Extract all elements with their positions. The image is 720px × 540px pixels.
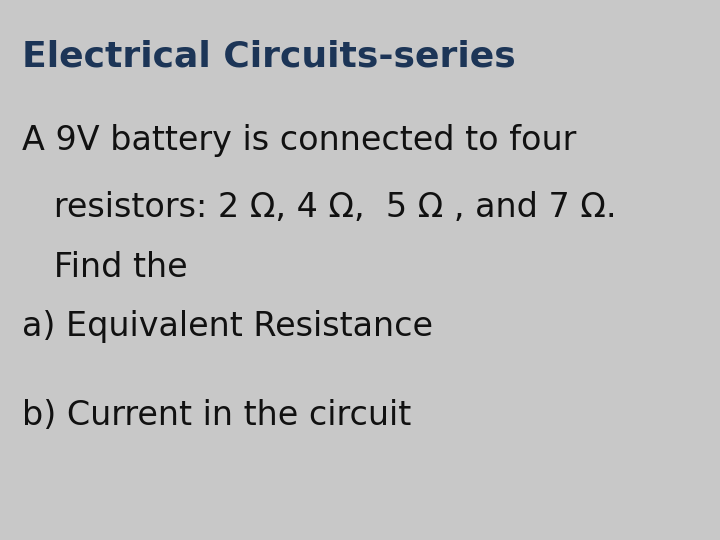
Text: Find the: Find the [22, 251, 187, 284]
Text: a) Equivalent Resistance: a) Equivalent Resistance [22, 310, 433, 343]
Text: b) Current in the circuit: b) Current in the circuit [22, 399, 411, 433]
Text: resistors: 2 Ω, 4 Ω,  5 Ω , and 7 Ω.: resistors: 2 Ω, 4 Ω, 5 Ω , and 7 Ω. [22, 191, 616, 225]
Text: Electrical Circuits-series: Electrical Circuits-series [22, 40, 516, 73]
Text: A 9V battery is connected to four: A 9V battery is connected to four [22, 124, 576, 157]
